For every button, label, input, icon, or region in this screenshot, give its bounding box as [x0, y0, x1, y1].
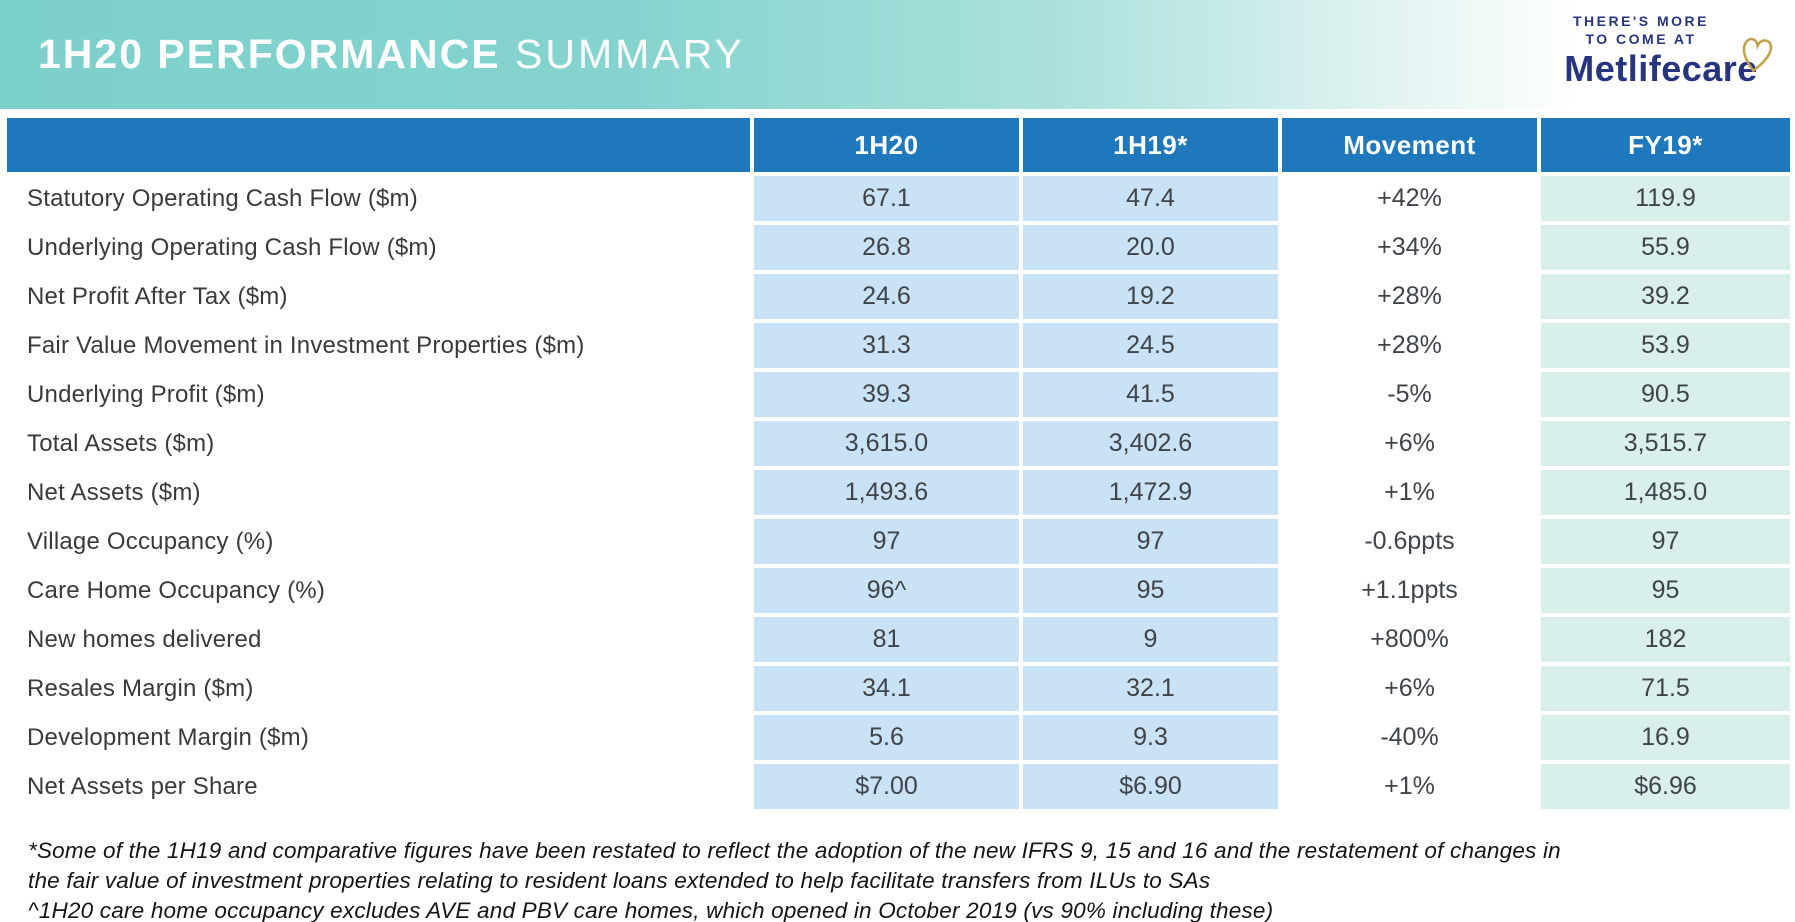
cell-fy19: 16.9 [1541, 715, 1790, 760]
row-label: Fair Value Movement in Investment Proper… [7, 323, 750, 368]
cell-1h19: 41.5 [1023, 372, 1278, 417]
row-label: Underlying Operating Cash Flow ($m) [7, 225, 750, 270]
title-band [0, 0, 1795, 109]
cell-1h20: 81 [754, 617, 1019, 662]
cell-movement: +800% [1282, 617, 1537, 662]
cell-1h20: 24.6 [754, 274, 1019, 319]
logo-brand-text: Metlifecare [1564, 48, 1758, 89]
cell-movement: +1% [1282, 764, 1537, 809]
cell-fy19: $6.96 [1541, 764, 1790, 809]
cell-1h19: 19.2 [1023, 274, 1278, 319]
row-label: Village Occupancy (%) [7, 519, 750, 564]
cell-1h19: 95 [1023, 568, 1278, 613]
cell-1h20: 31.3 [754, 323, 1019, 368]
cell-movement: +1.1ppts [1282, 568, 1537, 613]
footnote-line-1: *Some of the 1H19 and comparative figure… [28, 838, 1561, 863]
cell-1h20: 97 [754, 519, 1019, 564]
cell-fy19: 119.9 [1541, 176, 1790, 221]
logo-tagline-line1: THERE'S MORE [1572, 13, 1709, 29]
cell-1h20: 1,493.6 [754, 470, 1019, 515]
cell-1h20: 96^ [754, 568, 1019, 613]
cell-fy19: 182 [1541, 617, 1790, 662]
footnote-line-2: the fair value of investment properties … [28, 868, 1211, 893]
col-header-movement: Movement [1282, 118, 1537, 172]
cell-1h20: 26.8 [754, 225, 1019, 270]
cell-fy19: 90.5 [1541, 372, 1790, 417]
cell-1h19: 9.3 [1023, 715, 1278, 760]
col-header-1h19: 1H19* [1023, 118, 1278, 172]
cell-movement: -40% [1282, 715, 1537, 760]
row-label: Net Assets ($m) [7, 470, 750, 515]
cell-1h20: 5.6 [754, 715, 1019, 760]
cell-movement: +28% [1282, 274, 1537, 319]
col-header-1h20: 1H20 [754, 118, 1019, 172]
cell-1h20: 67.1 [754, 176, 1019, 221]
cell-1h19: $6.90 [1023, 764, 1278, 809]
cell-1h19: 9 [1023, 617, 1278, 662]
row-label: Net Profit After Tax ($m) [7, 274, 750, 319]
cell-1h19: 24.5 [1023, 323, 1278, 368]
footnotes: *Some of the 1H19 and comparative figure… [28, 836, 1768, 922]
row-label: New homes delivered [7, 617, 750, 662]
cell-fy19: 39.2 [1541, 274, 1790, 319]
cell-1h20: 39.3 [754, 372, 1019, 417]
metlifecare-logo: THERE'S MORE TO COME AT Metlifecare [1541, 12, 1781, 88]
row-label: Underlying Profit ($m) [7, 372, 750, 417]
footnote-line-3: ^1H20 care home occupancy excludes AVE a… [28, 898, 1274, 922]
cell-fy19: 71.5 [1541, 666, 1790, 711]
cell-fy19: 3,515.7 [1541, 421, 1790, 466]
cell-movement: +6% [1282, 666, 1537, 711]
cell-1h19: 47.4 [1023, 176, 1278, 221]
page-title: 1H20 PERFORMANCE SUMMARY [38, 0, 745, 109]
cell-1h20: $7.00 [754, 764, 1019, 809]
logo-tagline: THERE'S MORE TO COME AT [1541, 12, 1741, 48]
row-label: Statutory Operating Cash Flow ($m) [7, 176, 750, 221]
cell-movement: -0.6ppts [1282, 519, 1537, 564]
cell-movement: +1% [1282, 470, 1537, 515]
row-label: Care Home Occupancy (%) [7, 568, 750, 613]
cell-fy19: 1,485.0 [1541, 470, 1790, 515]
row-label: Resales Margin ($m) [7, 666, 750, 711]
page-title-bold: 1H20 PERFORMANCE [38, 31, 501, 77]
row-label: Net Assets per Share [7, 764, 750, 809]
cell-1h19: 32.1 [1023, 666, 1278, 711]
logo-tagline-line2: TO COME AT [1585, 31, 1697, 47]
cell-1h19: 97 [1023, 519, 1278, 564]
cell-movement: +6% [1282, 421, 1537, 466]
cell-fy19: 97 [1541, 519, 1790, 564]
cell-1h19: 3,402.6 [1023, 421, 1278, 466]
cell-fy19: 53.9 [1541, 323, 1790, 368]
cell-1h20: 3,615.0 [754, 421, 1019, 466]
cell-fy19: 55.9 [1541, 225, 1790, 270]
cell-movement: -5% [1282, 372, 1537, 417]
cell-1h19: 20.0 [1023, 225, 1278, 270]
heart-icon [1739, 36, 1773, 79]
row-label: Total Assets ($m) [7, 421, 750, 466]
cell-movement: +28% [1282, 323, 1537, 368]
cell-1h19: 1,472.9 [1023, 470, 1278, 515]
col-header-fy19: FY19* [1541, 118, 1790, 172]
page-title-light: SUMMARY [500, 31, 745, 77]
cell-fy19: 95 [1541, 568, 1790, 613]
col-header-blank [7, 118, 750, 172]
performance-table: 1H20 1H19* Movement FY19* Statutory Oper… [7, 118, 1790, 809]
cell-movement: +34% [1282, 225, 1537, 270]
cell-movement: +42% [1282, 176, 1537, 221]
row-label: Development Margin ($m) [7, 715, 750, 760]
cell-1h20: 34.1 [754, 666, 1019, 711]
